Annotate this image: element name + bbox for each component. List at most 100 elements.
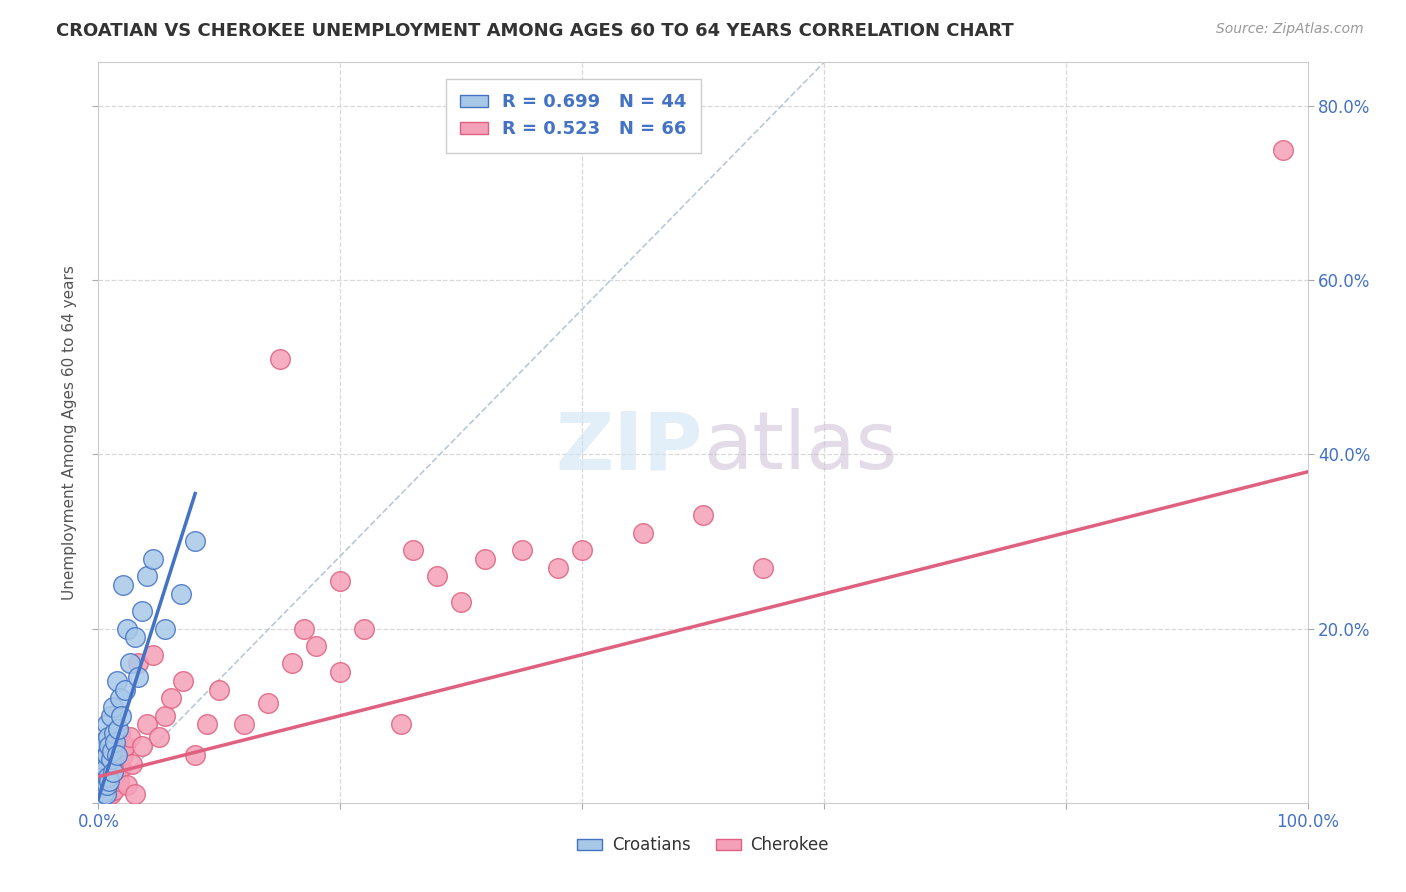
Point bbox=[101, 752, 124, 766]
Point bbox=[1272, 143, 1295, 157]
Point bbox=[692, 508, 714, 523]
Point bbox=[91, 778, 114, 792]
Point bbox=[269, 351, 291, 366]
Point bbox=[101, 700, 124, 714]
Point bbox=[91, 789, 114, 803]
Point bbox=[100, 708, 122, 723]
Point bbox=[184, 747, 207, 762]
Point bbox=[103, 782, 125, 797]
Point bbox=[100, 752, 122, 766]
Point bbox=[96, 717, 118, 731]
Point bbox=[329, 665, 352, 680]
Point bbox=[117, 778, 139, 792]
Point bbox=[91, 789, 114, 803]
Point bbox=[93, 735, 115, 749]
Point bbox=[93, 774, 115, 789]
Point bbox=[100, 774, 122, 789]
Point bbox=[631, 525, 654, 540]
Point bbox=[117, 622, 139, 636]
Point bbox=[281, 657, 304, 671]
Point bbox=[208, 682, 231, 697]
Point bbox=[90, 782, 112, 797]
Point bbox=[98, 739, 121, 754]
Point bbox=[153, 708, 176, 723]
Point bbox=[571, 543, 593, 558]
Point bbox=[93, 785, 115, 799]
Point bbox=[232, 717, 254, 731]
Point bbox=[105, 673, 128, 688]
Point bbox=[389, 717, 412, 731]
Point bbox=[547, 560, 569, 574]
Point bbox=[256, 696, 278, 710]
Point bbox=[450, 595, 472, 609]
Point bbox=[104, 735, 127, 749]
Point bbox=[97, 782, 120, 797]
Point bbox=[105, 747, 128, 762]
Text: ZIP: ZIP bbox=[555, 409, 703, 486]
Point bbox=[118, 657, 141, 671]
Point bbox=[104, 743, 127, 757]
Point bbox=[124, 787, 146, 801]
Point bbox=[107, 722, 129, 736]
Point bbox=[91, 787, 114, 801]
Point bbox=[114, 682, 136, 697]
Point bbox=[169, 587, 191, 601]
Point bbox=[142, 648, 165, 662]
Point bbox=[89, 791, 111, 805]
Point bbox=[100, 743, 122, 757]
Point bbox=[101, 765, 124, 780]
Point bbox=[96, 789, 118, 803]
Point bbox=[108, 691, 131, 706]
Point bbox=[172, 673, 194, 688]
Point bbox=[107, 735, 129, 749]
Point bbox=[93, 780, 115, 794]
Point bbox=[97, 770, 120, 784]
Point bbox=[105, 765, 128, 780]
Point bbox=[111, 578, 134, 592]
Point bbox=[98, 774, 121, 789]
Point bbox=[96, 747, 118, 762]
Point bbox=[135, 717, 157, 731]
Point bbox=[124, 630, 146, 644]
Point bbox=[160, 691, 183, 706]
Point bbox=[96, 778, 118, 792]
Point bbox=[100, 765, 122, 780]
Text: Source: ZipAtlas.com: Source: ZipAtlas.com bbox=[1216, 22, 1364, 37]
Point bbox=[90, 787, 112, 801]
Point bbox=[131, 739, 153, 754]
Point bbox=[329, 574, 352, 588]
Legend: Croatians, Cherokee: Croatians, Cherokee bbox=[571, 830, 835, 861]
Point bbox=[118, 731, 141, 745]
Point bbox=[93, 770, 115, 784]
Point bbox=[100, 787, 122, 801]
Point bbox=[89, 791, 111, 805]
Point bbox=[94, 761, 117, 775]
Point bbox=[148, 731, 170, 745]
Point bbox=[110, 708, 132, 723]
Point bbox=[103, 726, 125, 740]
Point bbox=[127, 669, 149, 683]
Point bbox=[98, 778, 121, 792]
Point bbox=[184, 534, 207, 549]
Point bbox=[195, 717, 218, 731]
Point bbox=[127, 657, 149, 671]
Point bbox=[97, 761, 120, 775]
Y-axis label: Unemployment Among Ages 60 to 64 years: Unemployment Among Ages 60 to 64 years bbox=[62, 265, 77, 600]
Text: CROATIAN VS CHEROKEE UNEMPLOYMENT AMONG AGES 60 TO 64 YEARS CORRELATION CHART: CROATIAN VS CHEROKEE UNEMPLOYMENT AMONG … bbox=[56, 22, 1014, 40]
Point bbox=[305, 639, 328, 653]
Point bbox=[110, 761, 132, 775]
Point bbox=[108, 774, 131, 789]
Text: atlas: atlas bbox=[703, 409, 897, 486]
Point bbox=[292, 622, 315, 636]
Point bbox=[91, 752, 114, 766]
Point bbox=[135, 569, 157, 583]
Point bbox=[131, 604, 153, 618]
Point bbox=[91, 782, 114, 797]
Point bbox=[108, 726, 131, 740]
Point bbox=[402, 543, 425, 558]
Point bbox=[353, 622, 375, 636]
Point bbox=[97, 731, 120, 745]
Point bbox=[426, 569, 449, 583]
Point bbox=[94, 765, 117, 780]
Point bbox=[90, 789, 112, 803]
